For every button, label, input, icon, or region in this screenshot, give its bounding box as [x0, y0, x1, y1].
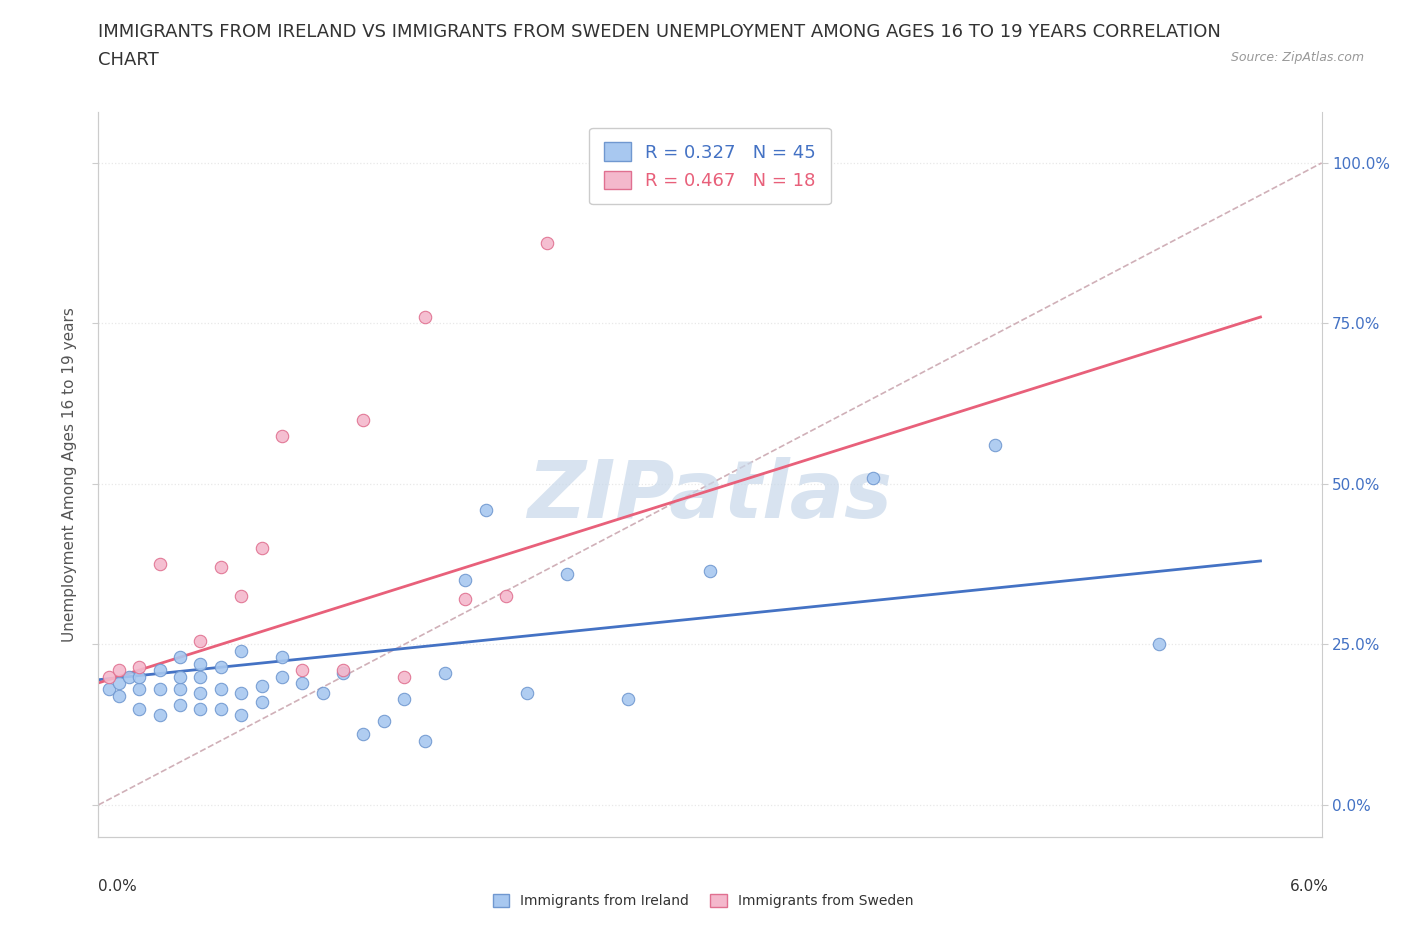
Point — [270, 429, 292, 444]
Point — [128, 659, 150, 674]
Text: 6.0%: 6.0% — [1289, 879, 1329, 894]
Point — [209, 682, 232, 697]
Point — [291, 663, 314, 678]
Text: Source: ZipAtlas.com: Source: ZipAtlas.com — [1230, 51, 1364, 64]
Point — [617, 692, 640, 707]
Point — [188, 657, 212, 671]
Point — [188, 669, 212, 684]
Point — [291, 675, 314, 690]
Point — [433, 666, 456, 681]
Point — [392, 669, 416, 684]
Point — [250, 540, 273, 555]
Point — [454, 573, 477, 588]
Point — [352, 412, 374, 427]
Point — [188, 633, 212, 648]
Point — [97, 669, 120, 684]
Point — [270, 650, 292, 665]
Point — [270, 669, 292, 684]
Point — [169, 669, 191, 684]
Point — [392, 692, 416, 707]
Point — [231, 708, 253, 723]
Point — [862, 470, 884, 485]
Point — [373, 714, 395, 729]
Point — [188, 701, 212, 716]
Point — [169, 698, 191, 712]
Point — [598, 155, 620, 170]
Text: 0.0%: 0.0% — [98, 879, 138, 894]
Text: CHART: CHART — [98, 51, 159, 69]
Legend: R = 0.327   N = 45, R = 0.467   N = 18: R = 0.327 N = 45, R = 0.467 N = 18 — [589, 128, 831, 205]
Point — [699, 564, 721, 578]
Point — [250, 695, 273, 710]
Point — [149, 663, 172, 678]
Point — [231, 644, 253, 658]
Point — [108, 675, 131, 690]
Point — [495, 589, 517, 604]
Point — [97, 682, 120, 697]
Point — [209, 659, 232, 674]
Point — [332, 663, 354, 678]
Point — [209, 701, 232, 716]
Point — [231, 685, 253, 700]
Point — [149, 557, 172, 572]
Point — [1147, 637, 1170, 652]
Point — [128, 682, 150, 697]
Point — [332, 666, 354, 681]
Point — [311, 685, 335, 700]
Point — [149, 708, 172, 723]
Point — [108, 688, 131, 703]
Point — [108, 663, 131, 678]
Point — [555, 566, 579, 581]
Point — [516, 685, 538, 700]
Text: IMMIGRANTS FROM IRELAND VS IMMIGRANTS FROM SWEDEN UNEMPLOYMENT AMONG AGES 16 TO : IMMIGRANTS FROM IRELAND VS IMMIGRANTS FR… — [98, 23, 1222, 41]
Y-axis label: Unemployment Among Ages 16 to 19 years: Unemployment Among Ages 16 to 19 years — [62, 307, 77, 642]
Point — [128, 669, 150, 684]
Point — [209, 560, 232, 575]
Point — [536, 236, 558, 251]
Point — [128, 701, 150, 716]
Point — [413, 733, 436, 748]
Point — [231, 589, 253, 604]
Point — [169, 650, 191, 665]
Point — [474, 502, 498, 517]
Point — [352, 727, 374, 742]
Point — [169, 682, 191, 697]
Legend: Immigrants from Ireland, Immigrants from Sweden: Immigrants from Ireland, Immigrants from… — [486, 889, 920, 914]
Point — [118, 669, 141, 684]
Point — [454, 592, 477, 607]
Point — [984, 438, 1007, 453]
Point — [413, 310, 436, 325]
Text: ZIPatlas: ZIPatlas — [527, 457, 893, 535]
Point — [250, 679, 273, 694]
Point — [188, 685, 212, 700]
Point — [149, 682, 172, 697]
